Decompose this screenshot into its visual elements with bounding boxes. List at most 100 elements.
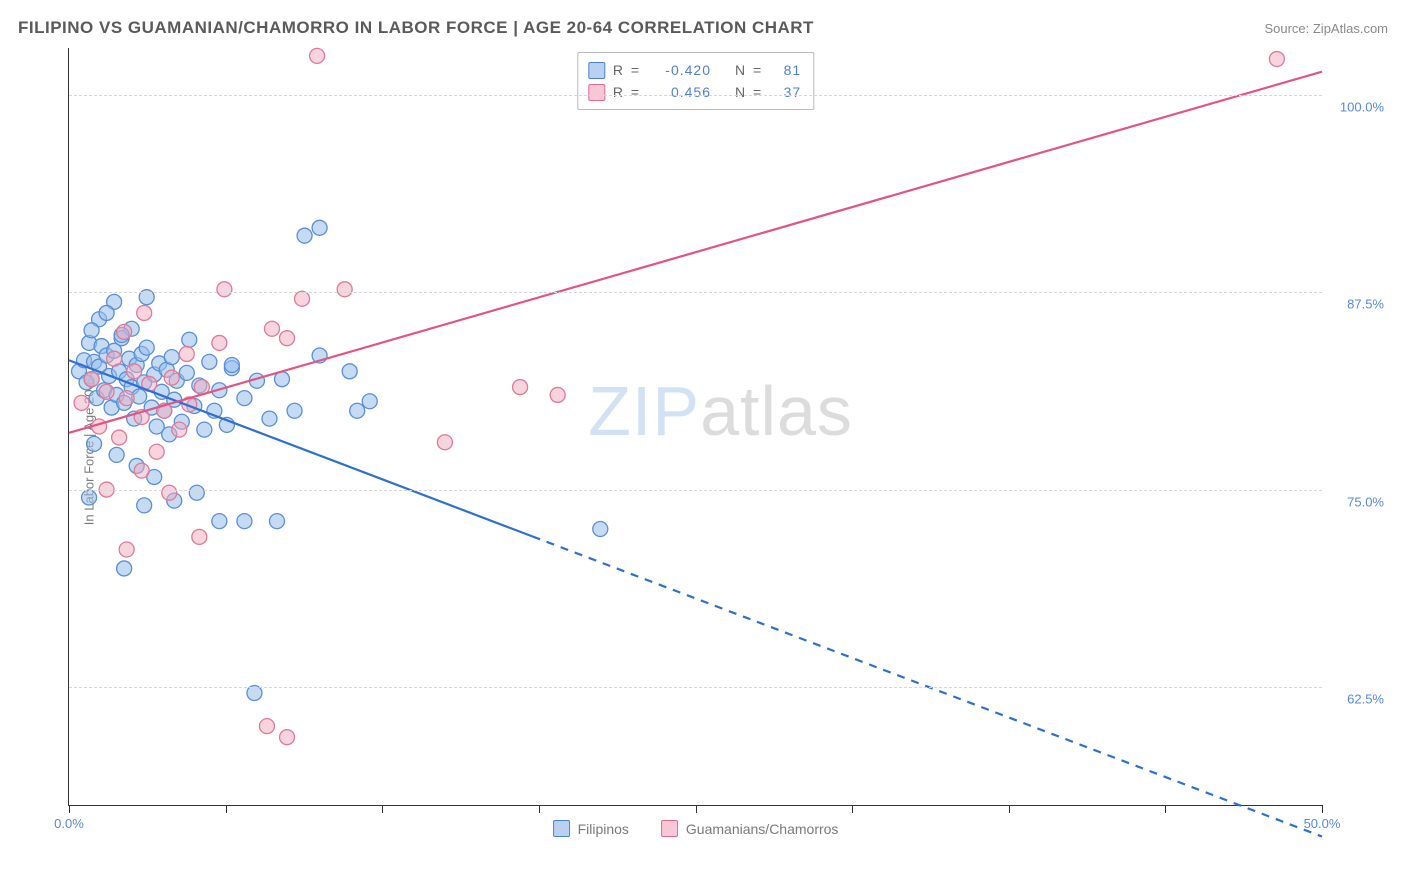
data-point	[137, 305, 152, 320]
data-point	[269, 514, 284, 529]
data-point	[264, 321, 279, 336]
series-legend-filipinos: Filipinos	[553, 820, 629, 837]
x-tick	[226, 805, 227, 813]
data-point	[287, 403, 302, 418]
gridline-h	[69, 95, 1322, 96]
gridline-h	[69, 292, 1322, 293]
data-point	[84, 372, 99, 387]
data-point	[342, 364, 357, 379]
data-point	[217, 282, 232, 297]
y-tick-label: 75.0%	[1347, 494, 1384, 509]
data-point	[109, 447, 124, 462]
y-tick-label: 87.5%	[1347, 297, 1384, 312]
legend-n-value: 81	[771, 62, 801, 78]
data-point	[362, 394, 377, 409]
data-point	[172, 422, 187, 437]
data-point	[82, 490, 97, 505]
series-legend-label: Guamanians/Chamorros	[686, 821, 839, 837]
data-point	[437, 435, 452, 450]
source-attribution: Source: ZipAtlas.com	[1264, 21, 1388, 36]
series-legend-guamanians: Guamanians/Chamorros	[661, 820, 839, 837]
data-point	[280, 331, 295, 346]
data-point	[350, 403, 365, 418]
data-point	[134, 463, 149, 478]
legend-r-label: R =	[613, 84, 641, 100]
data-point	[139, 340, 154, 355]
legend-r-value: -0.420	[649, 62, 711, 78]
x-tick	[852, 805, 853, 813]
x-tick	[1165, 805, 1166, 813]
data-point	[312, 220, 327, 235]
data-point	[164, 350, 179, 365]
legend-row-filipinos: R = -0.420 N = 81	[588, 59, 801, 81]
data-point	[99, 305, 114, 320]
x-tick	[382, 805, 383, 813]
data-point	[1269, 52, 1284, 67]
legend-n-label: N =	[735, 62, 763, 78]
series-legend: Filipinos Guamanians/Chamorros	[553, 820, 839, 837]
data-point	[179, 346, 194, 361]
x-tick	[69, 805, 70, 813]
legend-n-label: N =	[735, 84, 763, 100]
data-point	[192, 529, 207, 544]
data-point	[162, 485, 177, 500]
data-point	[550, 387, 565, 402]
data-point	[297, 228, 312, 243]
data-point	[99, 384, 114, 399]
legend-swatch-blue	[553, 820, 570, 837]
data-point	[295, 291, 310, 306]
data-point	[237, 514, 252, 529]
data-point	[280, 730, 295, 745]
legend-swatch-pink	[588, 84, 605, 101]
data-point	[164, 370, 179, 385]
data-point	[212, 335, 227, 350]
data-point	[137, 498, 152, 513]
data-point	[247, 686, 262, 701]
data-point	[74, 395, 89, 410]
data-point	[310, 48, 325, 63]
legend-n-value: 37	[771, 84, 801, 100]
plot-area: ZIPatlas R = -0.420 N = 81 R = 0.456 N =…	[68, 48, 1322, 806]
legend-row-guamanians: R = 0.456 N = 37	[588, 81, 801, 103]
data-point	[513, 380, 528, 395]
series-legend-label: Filipinos	[578, 821, 629, 837]
gridline-h	[69, 490, 1322, 491]
chart-svg	[69, 48, 1322, 805]
x-tick-label: 0.0%	[54, 816, 84, 831]
x-tick	[1322, 805, 1323, 813]
data-point	[212, 514, 227, 529]
data-point	[119, 391, 134, 406]
data-point	[179, 365, 194, 380]
x-tick-label: 50.0%	[1304, 816, 1341, 831]
regression-line	[69, 72, 1322, 433]
legend-r-label: R =	[613, 62, 641, 78]
x-tick	[696, 805, 697, 813]
y-tick-label: 62.5%	[1347, 691, 1384, 706]
x-tick	[1009, 805, 1010, 813]
data-point	[149, 444, 164, 459]
data-point	[117, 561, 132, 576]
x-tick	[539, 805, 540, 813]
data-point	[107, 351, 122, 366]
gridline-h	[69, 687, 1322, 688]
y-tick-label: 100.0%	[1340, 100, 1384, 115]
data-point	[84, 323, 99, 338]
chart-container: In Labor Force | Age 20-64 ZIPatlas R = …	[40, 48, 1390, 848]
correlation-legend: R = -0.420 N = 81 R = 0.456 N = 37	[577, 52, 814, 110]
data-point	[117, 324, 132, 339]
data-point	[87, 436, 102, 451]
data-point	[202, 354, 217, 369]
data-point	[224, 357, 239, 372]
data-point	[127, 364, 142, 379]
legend-swatch-blue	[588, 62, 605, 79]
legend-swatch-pink	[661, 820, 678, 837]
chart-title: FILIPINO VS GUAMANIAN/CHAMORRO IN LABOR …	[18, 18, 814, 38]
legend-r-value: 0.456	[649, 84, 711, 100]
data-point	[593, 522, 608, 537]
data-point	[119, 542, 134, 557]
data-point	[189, 485, 204, 500]
data-point	[337, 282, 352, 297]
data-point	[237, 391, 252, 406]
data-point	[197, 422, 212, 437]
data-point	[182, 332, 197, 347]
